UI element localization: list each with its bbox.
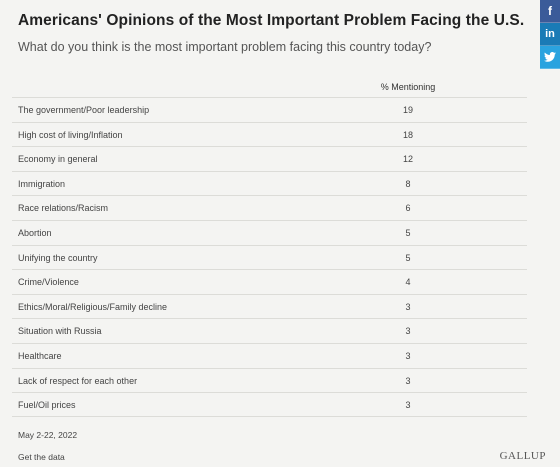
twitter-share-button[interactable]	[540, 46, 560, 69]
table-row: Healthcare 3	[12, 342, 527, 368]
row-value: 3	[405, 350, 411, 361]
linkedin-share-button[interactable]: in	[540, 23, 560, 46]
social-share-bar: f in	[540, 0, 560, 69]
row-label: Immigration	[18, 178, 66, 189]
row-label: Lack of respect for each other	[18, 375, 138, 386]
date-footnote: May 2-22, 2022	[18, 430, 78, 440]
row-value: 3	[405, 301, 411, 312]
row-value: 3	[405, 326, 411, 337]
chart-subtitle: What do you think is the most important …	[18, 40, 432, 54]
row-label: Situation with Russia	[18, 326, 102, 337]
row-value: 5	[405, 252, 411, 263]
table-row: Unifying the country 5	[12, 244, 527, 270]
table-row: Race relations/Racism 6	[12, 195, 527, 220]
row-label: The government/Poor leadership	[18, 105, 150, 115]
row-value: 6	[405, 203, 411, 214]
table-row: Situation with Russia 3	[12, 318, 527, 343]
facebook-icon: f	[548, 4, 552, 18]
row-value: 18	[402, 129, 413, 140]
table-row: Fuel/Oil prices 3	[12, 392, 527, 417]
row-label: Fuel/Oil prices	[18, 400, 76, 411]
row-value: 3	[405, 400, 411, 411]
row-label: Race relations/Racism	[18, 203, 109, 214]
column-header: % Mentioning	[380, 82, 436, 92]
row-value: 12	[402, 154, 413, 165]
row-label: Abortion	[18, 227, 52, 238]
row-value: 3	[405, 375, 411, 386]
table-row: Economy in general 12	[12, 146, 527, 171]
data-table: The government/Poor leadership 19 High cos…	[12, 97, 527, 417]
table-row: The government/Poor leadership 19	[12, 97, 527, 122]
row-label: Healthcare	[18, 350, 62, 361]
row-label: High cost of living/Inflation	[18, 129, 123, 140]
table-row: Immigration 8	[12, 170, 527, 196]
row-value: 8	[405, 178, 411, 189]
table-row: Abortion 5	[12, 219, 527, 245]
get-data-link[interactable]: Get the data	[18, 452, 65, 462]
row-label: Ethics/Moral/Religious/Family decline	[18, 301, 168, 312]
table-row: High cost of living/Inflation 18	[12, 121, 527, 147]
twitter-icon	[544, 52, 556, 62]
row-value: 4	[405, 277, 411, 288]
gallup-logo: GALLUP	[499, 450, 546, 462]
chart-title: Americans' Opinions of the Most Importan…	[18, 12, 525, 29]
row-value: 5	[405, 227, 411, 238]
table-row: Lack of respect for each other 3	[12, 367, 527, 393]
row-label: Unifying the country	[18, 252, 98, 263]
linkedin-icon: in	[545, 28, 555, 40]
row-label: Crime/Violence	[18, 277, 79, 288]
row-label: Economy in general	[18, 154, 98, 165]
row-value: 19	[402, 105, 413, 115]
facebook-share-button[interactable]: f	[540, 0, 560, 23]
table-row: Crime/Violence 4	[12, 269, 527, 294]
table-row: Ethics/Moral/Religious/Family decline 3	[12, 293, 527, 319]
